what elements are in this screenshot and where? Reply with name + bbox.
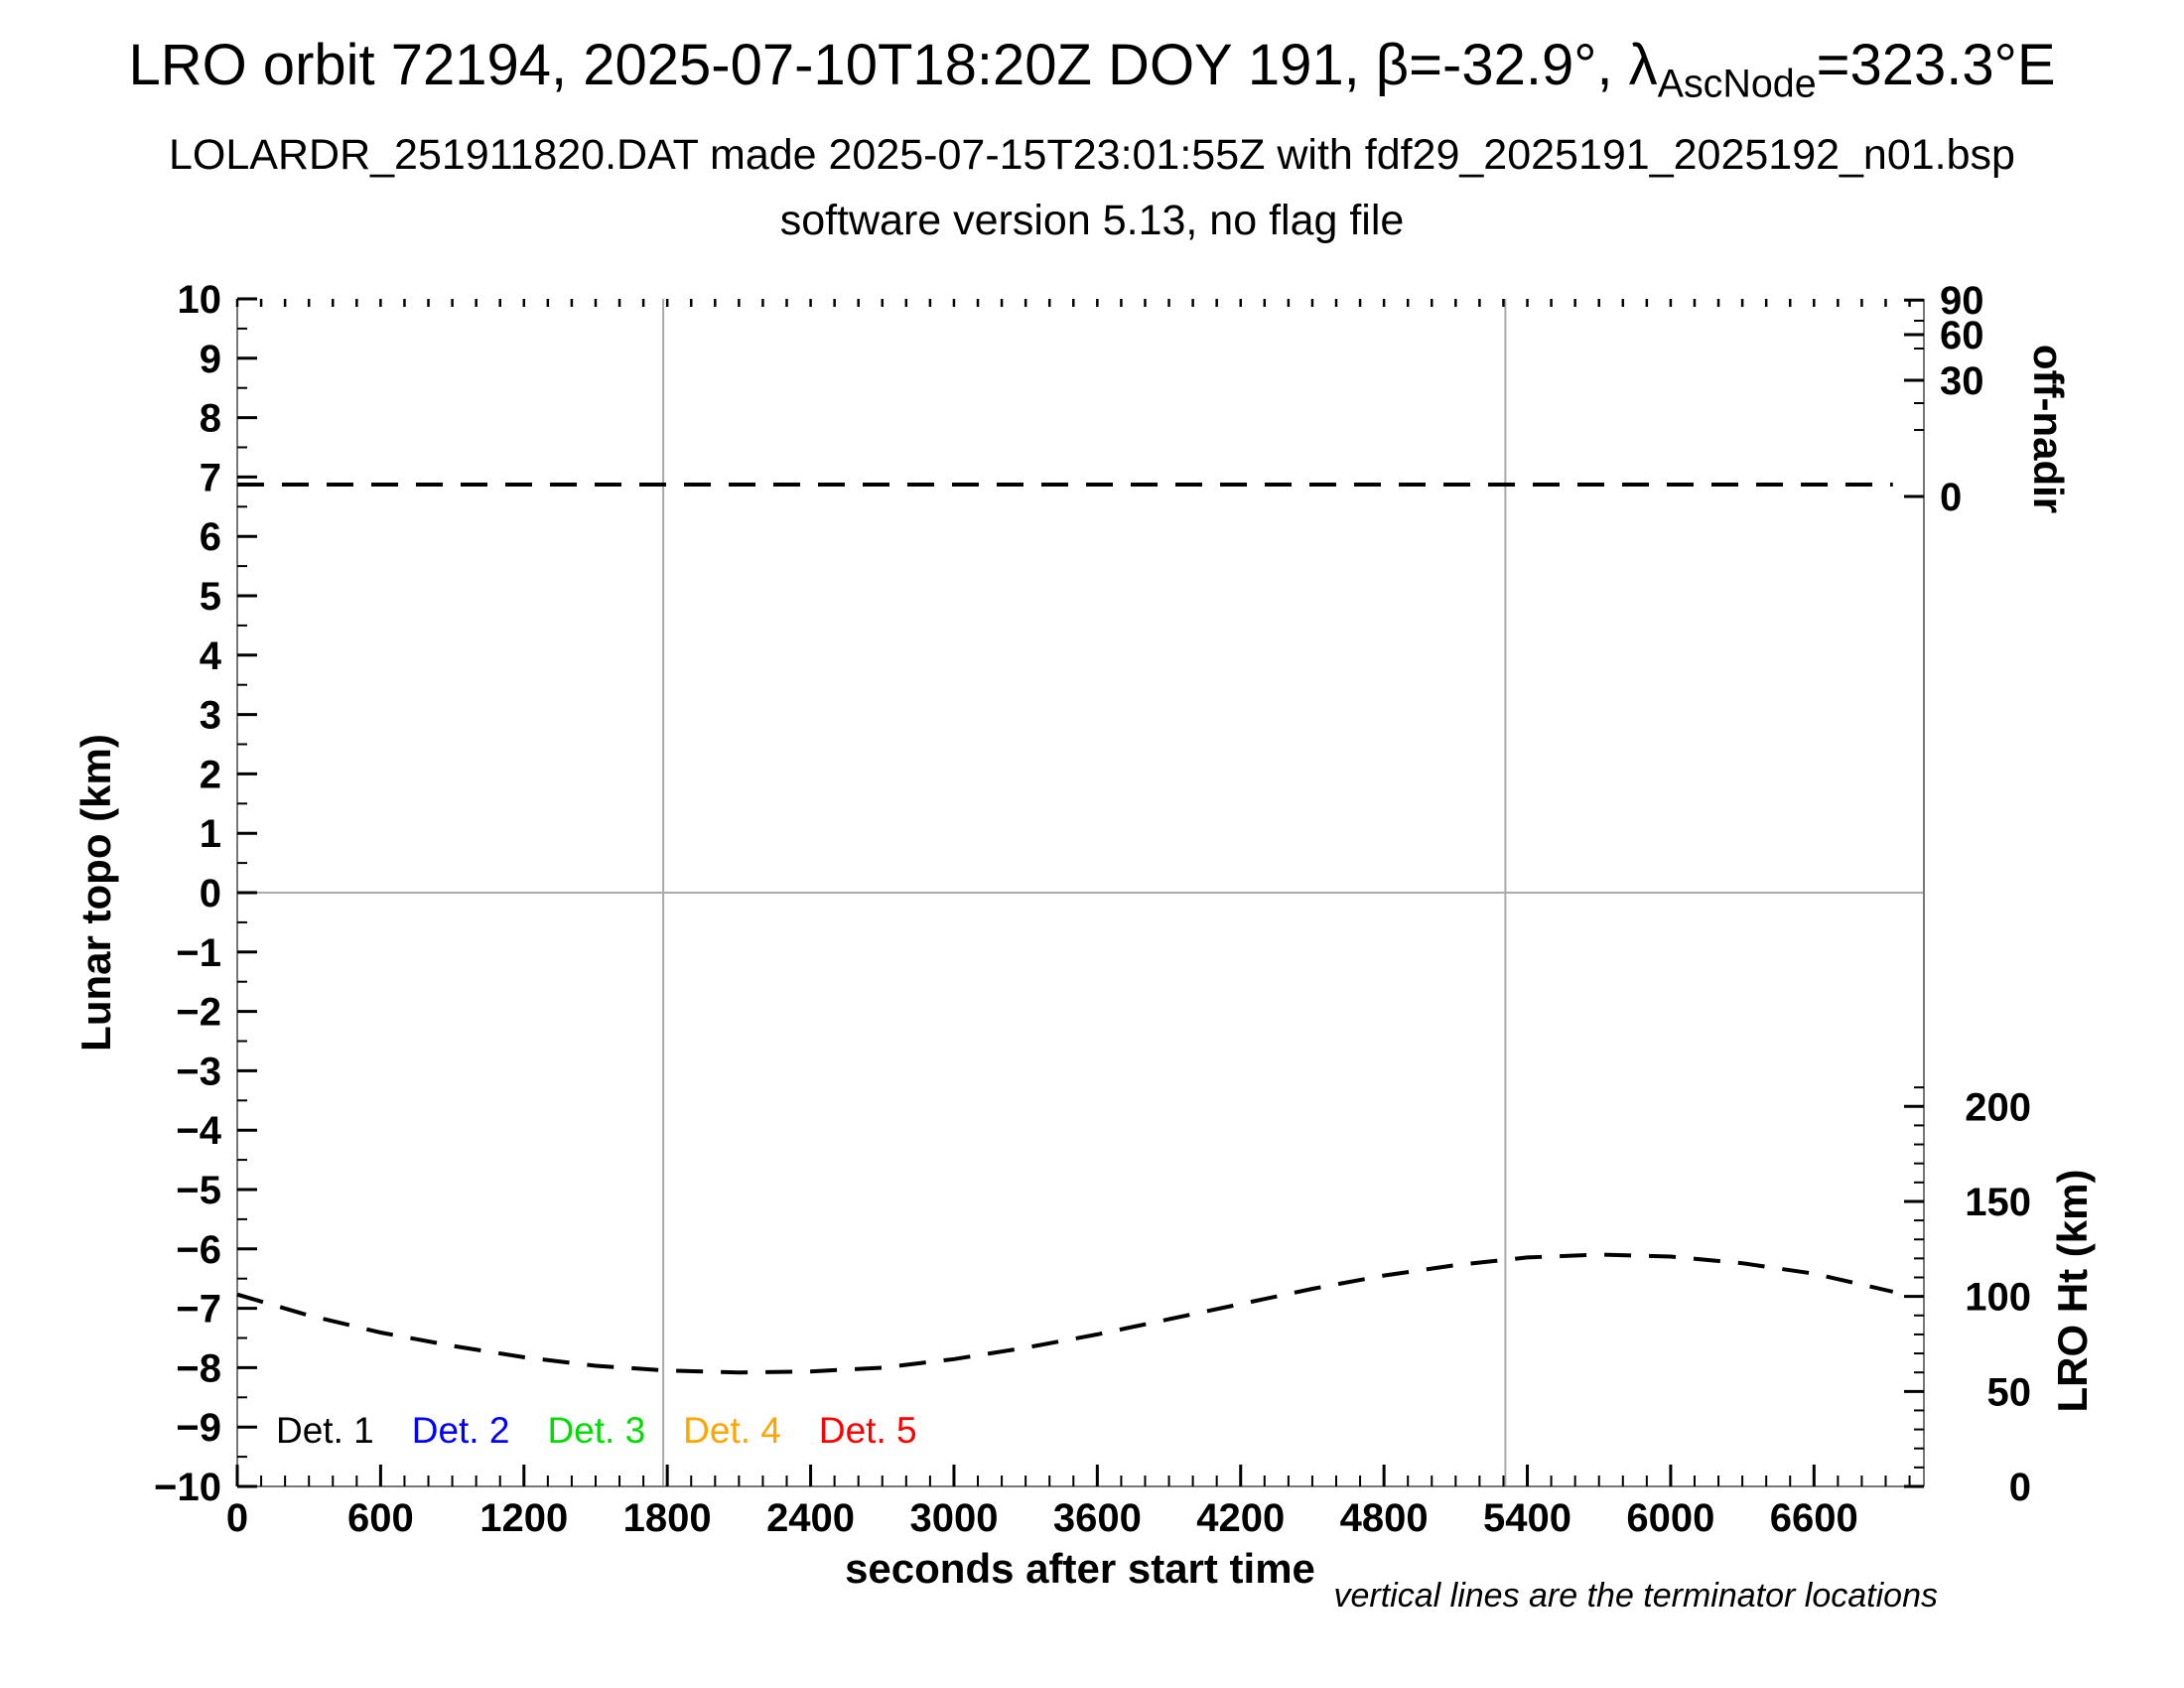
topo-tick-label: 2	[200, 753, 221, 796]
offnadir-tick-label: 60	[1940, 314, 1984, 357]
topo-tick-label: 5	[200, 575, 221, 619]
topo-tick-label: −9	[176, 1406, 221, 1450]
topo-tick-label: −8	[176, 1346, 221, 1390]
x-tick-label: 3000	[909, 1496, 998, 1540]
title-prefix: LRO orbit 72194, 2025-07-10T18:20Z DOY 1…	[128, 33, 1658, 97]
title-suffix: =323.3°E	[1816, 33, 2056, 97]
topo-tick-label: −5	[176, 1169, 221, 1212]
left-axis-title: Lunar topo (km)	[72, 734, 119, 1052]
lro-height-series	[236, 1252, 1894, 1375]
x-axis-title: seconds after start time	[845, 1545, 1315, 1592]
topo-tick-label: −7	[176, 1288, 221, 1332]
topo-tick-label: 4	[200, 634, 222, 678]
x-tick-label: 600	[347, 1496, 414, 1540]
x-tick-label: 1200	[479, 1496, 568, 1540]
topo-tick-label: 10	[178, 278, 222, 322]
topo-tick-label: −3	[176, 1050, 221, 1093]
topo-tick-label: 0	[200, 872, 221, 915]
legend-item-det-4: Det. 4	[683, 1410, 781, 1451]
topo-tick-label: −1	[176, 931, 221, 975]
x-tick-label: 2400	[766, 1496, 855, 1540]
x-tick-label: 6600	[1770, 1496, 1858, 1540]
topo-tick-label: −6	[176, 1228, 221, 1272]
topo-tick-label: 9	[200, 338, 221, 381]
x-tick-label: 3600	[1053, 1496, 1142, 1540]
lro-height-axis-title: LRO Ht (km)	[2049, 1169, 2096, 1413]
legend-item-det-1: Det. 1	[276, 1410, 374, 1451]
topo-tick-label: −4	[176, 1109, 221, 1153]
legend-item-det-2: Det. 2	[411, 1410, 510, 1451]
subtitle-file-line: LOLARDR_251911820.DAT made 2025-07-15T23…	[169, 131, 2015, 179]
offnadir-tick-label: 0	[1940, 476, 1962, 519]
subtitle-version-line: software version 5.13, no flag file	[779, 197, 1405, 244]
topo-tick-label: −10	[154, 1466, 221, 1509]
ht-tick-label: 150	[1965, 1181, 2031, 1224]
x-tick-label: 4800	[1340, 1496, 1429, 1540]
topo-tick-label: 8	[200, 397, 221, 441]
ht-tick-label: 100	[1965, 1276, 2031, 1320]
legend-item-det-3: Det. 3	[547, 1410, 646, 1451]
offnadir-tick-label: 90	[1940, 279, 1984, 323]
topo-tick-label: 6	[200, 515, 221, 559]
topo-tick-label: 3	[200, 694, 221, 738]
x-tick-label: 0	[226, 1496, 248, 1540]
legend-item-det-5: Det. 5	[818, 1410, 917, 1451]
x-tick-label: 4200	[1196, 1496, 1285, 1540]
x-tick-label: 5400	[1483, 1496, 1571, 1540]
page-title: LRO orbit 72194, 2025-07-10T18:20Z DOY 1…	[0, 32, 2184, 107]
detector-legend: Det. 1 Det. 2 Det. 3 Det. 4 Det. 5	[276, 1410, 917, 1452]
ht-tick-label: 200	[1965, 1085, 2031, 1129]
ht-tick-label: 50	[1987, 1370, 2032, 1414]
offnadir-tick-label: 30	[1940, 359, 1984, 403]
title-subscript: AscNode	[1657, 62, 1817, 106]
offnadir-axis-title: off-nadir	[2025, 344, 2072, 514]
topo-tick-label: −2	[176, 991, 221, 1035]
ht-tick-label: 0	[2009, 1466, 2031, 1509]
topo-tick-label: 1	[200, 812, 221, 856]
topo-tick-label: 7	[200, 456, 221, 499]
x-tick-label: 1800	[623, 1496, 712, 1540]
terminator-footnote: vertical lines are the terminator locati…	[1333, 1577, 1939, 1615]
x-tick-label: 6000	[1626, 1496, 1714, 1540]
